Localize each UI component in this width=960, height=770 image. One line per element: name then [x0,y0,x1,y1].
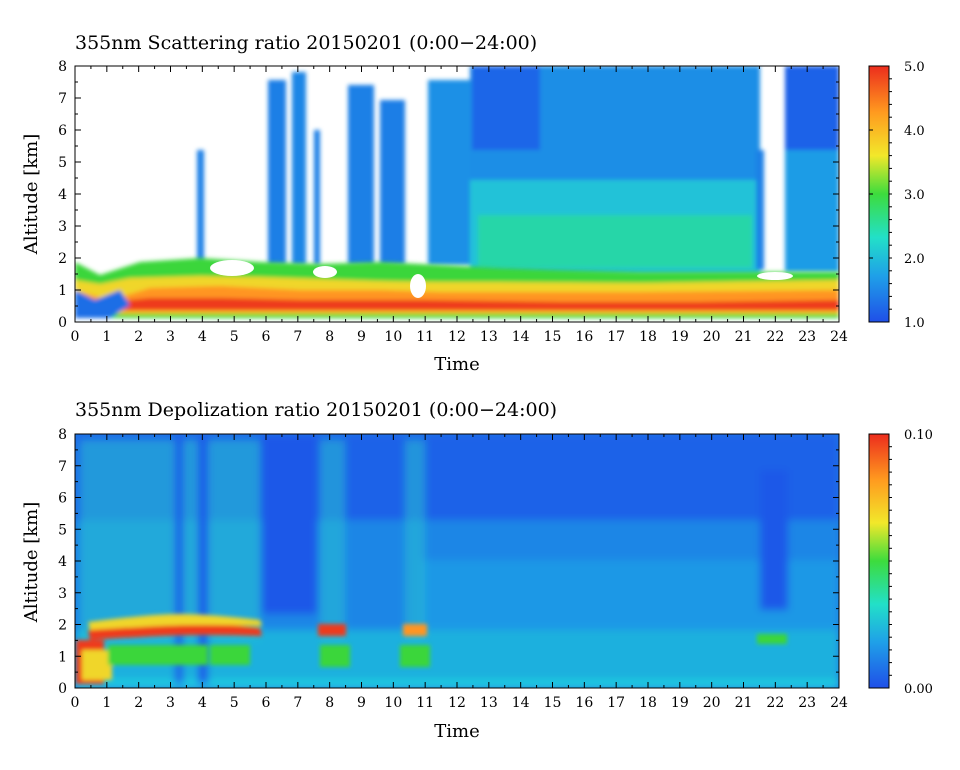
x-tick-label: 6 [262,329,271,345]
x-tick-label: 5 [230,695,239,711]
y-tick-label: 6 [58,491,67,507]
y-tick-label: 2 [58,251,67,267]
x-tick-label: 1 [102,329,111,345]
x-tick-label: 6 [262,695,271,711]
y-tick-label: 1 [58,649,67,665]
y-tick-label: 0 [58,681,67,697]
x-tick-label: 5 [230,329,239,345]
x-tick-label: 18 [639,695,657,711]
x-tick-label: 17 [607,695,625,711]
colorbar-tick-label: 1.0 [904,316,925,331]
colorbar-tick-label: 5.0 [904,60,925,75]
x-tick-label: 7 [293,695,302,711]
y-tick-label: 2 [58,618,67,634]
y-tick-label: 3 [58,219,67,235]
x-tick-label: 9 [357,695,366,711]
x-tick-label: 8 [325,329,334,345]
y-tick-label: 5 [58,522,67,538]
y-tick-label: 7 [58,459,67,475]
x-tick-label: 11 [416,329,434,345]
x-tick-label: 15 [544,695,562,711]
y-tick-label: 6 [58,123,67,139]
x-tick-label: 0 [71,695,80,711]
y-axis-label: Altitude [km] [21,502,42,624]
x-tick-label: 17 [607,329,625,345]
x-tick-label: 10 [384,329,402,345]
y-tick-label: 4 [58,187,67,203]
x-tick-label: 10 [384,695,402,711]
scattering-ratio-panel: 355nm Scattering ratio 20150201 (0:00−24… [21,32,925,375]
colorbar-tick-label: 0.10 [904,428,933,443]
x-tick-label: 11 [416,695,434,711]
x-tick-label: 19 [671,329,689,345]
x-tick-label: 2 [134,329,143,345]
y-tick-label: 4 [58,554,67,570]
colorbar [868,433,890,689]
x-tick-label: 24 [830,329,848,345]
chart-title: 355nm Depolization ratio 20150201 (0:00−… [75,399,557,421]
x-tick-label: 23 [798,695,816,711]
y-tick-label: 1 [58,283,67,299]
x-tick-label: 8 [325,695,334,711]
x-tick-label: 4 [198,329,207,345]
x-tick-label: 12 [448,329,466,345]
axes: 0 1 2 3 4 5 6 7 8 9 10 11 12 13 14 15 16 17 18 19 20 21 22 23 24… [58,59,848,345]
depolarization-ratio-panel: 355nm Depolization ratio 20150201 (0:00−… [21,399,933,742]
x-tick-label: 16 [575,329,593,345]
x-tick-label: 21 [735,695,753,711]
colorbar-tick-label: 4.0 [904,124,925,139]
x-tick-label: 22 [766,695,784,711]
colorbar-ticks: 0.00 0.10 [869,428,933,697]
x-tick-label: 15 [544,329,562,345]
x-axis-label: Time [434,354,479,375]
colorbar-tick-label: 0.00 [904,682,933,697]
x-tick-label: 4 [198,695,207,711]
x-tick-label: 14 [512,329,530,345]
x-tick-label: 14 [512,695,530,711]
x-tick-label: 16 [575,695,593,711]
x-tick-label: 9 [357,329,366,345]
colorbar-tick-label: 2.0 [904,252,925,267]
x-tick-label: 3 [166,329,175,345]
heatmap-area [75,434,839,688]
x-tick-label: 20 [703,329,721,345]
x-tick-label: 1 [102,695,111,711]
y-tick-label: 8 [58,59,67,75]
y-tick-label: 5 [58,155,67,171]
x-axis-label: Time [434,721,479,742]
colorbar-ticks: 1.0 2.0 3.0 4.0 5.0 [869,60,925,331]
x-tick-label: 0 [71,329,80,345]
y-tick-label: 8 [58,427,67,443]
x-tick-label: 20 [703,695,721,711]
x-tick-label: 3 [166,695,175,711]
x-tick-label: 18 [639,329,657,345]
x-tick-label: 2 [134,695,143,711]
x-tick-label: 13 [480,695,498,711]
colorbar-tick-label: 3.0 [904,188,925,203]
x-tick-label: 7 [293,329,302,345]
x-tick-label: 13 [480,329,498,345]
x-tick-label: 12 [448,695,466,711]
y-tick-label: 0 [58,315,67,331]
y-axis-label: Altitude [km] [21,134,42,256]
y-tick-label: 7 [58,91,67,107]
y-tick-label: 3 [58,586,67,602]
x-tick-label: 23 [798,329,816,345]
x-tick-label: 21 [735,329,753,345]
heatmap-area [75,66,839,322]
x-tick-label: 24 [830,695,848,711]
x-tick-label: 19 [671,695,689,711]
axes: 0 1 2 3 4 5 6 7 8 9 10 11 12 13 14 15 16 17 18 19 20 21 22 23 24… [58,427,848,711]
x-tick-label: 22 [766,329,784,345]
chart-title: 355nm Scattering ratio 20150201 (0:00−24… [75,32,537,54]
